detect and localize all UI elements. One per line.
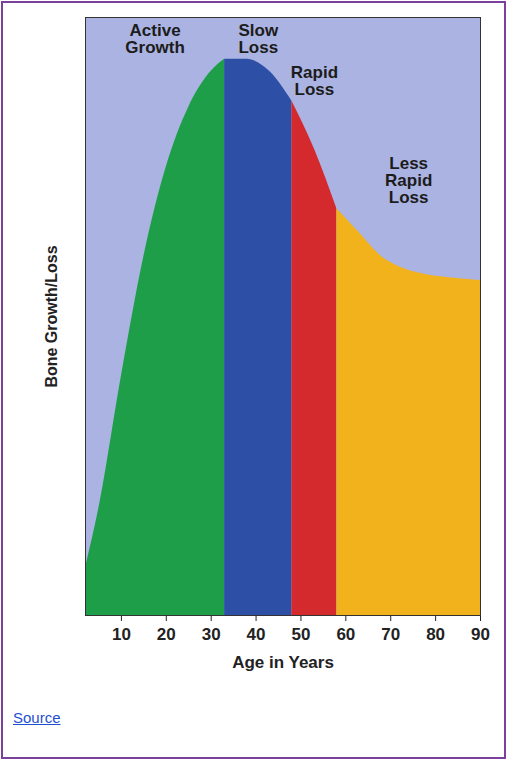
svg-text:RapidLoss: RapidLoss [291, 63, 338, 99]
svg-text:20: 20 [157, 625, 176, 644]
svg-text:40: 40 [247, 625, 266, 644]
svg-text:Bone Growth/Loss: Bone Growth/Loss [43, 245, 60, 387]
svg-text:LessRapidLoss: LessRapidLoss [385, 154, 432, 207]
svg-text:10: 10 [112, 625, 131, 644]
svg-text:50: 50 [291, 625, 310, 644]
html-text:Source: Source [13, 709, 61, 726]
svg-text:30: 30 [202, 625, 221, 644]
svg-text:ActiveGrowth: ActiveGrowth [125, 21, 185, 57]
svg-text:Age in Years: Age in Years [232, 653, 334, 672]
svg-text:60: 60 [336, 625, 355, 644]
svg-text:SlowLoss: SlowLoss [238, 21, 278, 57]
svg-text:80: 80 [426, 625, 445, 644]
svg-text:90: 90 [471, 625, 490, 644]
svg-text:70: 70 [381, 625, 400, 644]
